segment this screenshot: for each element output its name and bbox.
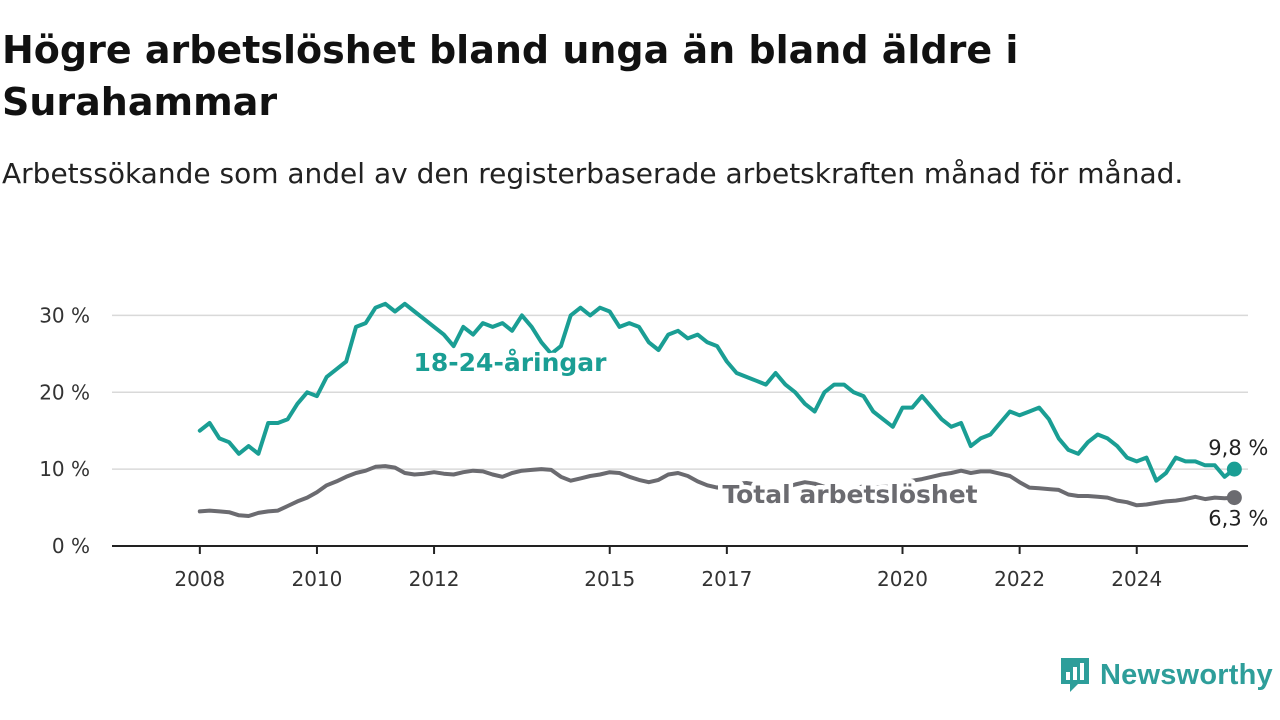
y-tick-label: 30 % — [39, 303, 90, 327]
x-tick-label: 2012 — [409, 567, 460, 591]
end-value-total: 6,3 % — [1208, 507, 1268, 531]
end-marker-total — [1226, 490, 1242, 506]
series-label-total-halo: Total arbetslöshet — [722, 480, 977, 509]
series-label-young-halo: 18-24-åringar — [414, 348, 608, 377]
y-tick-label: 10 % — [39, 457, 90, 481]
chart-subtitle: Arbetssökande som andel av den registerb… — [2, 157, 1184, 190]
brand: Newsworthy — [1058, 654, 1273, 696]
series-label-young: 18-24-åringar — [414, 348, 608, 377]
series-lines — [197, 301, 1242, 518]
brand-name: Newsworthy — [1100, 658, 1273, 691]
x-tick-label: 2015 — [584, 567, 635, 591]
x-tick-label: 2020 — [877, 567, 928, 591]
y-tick-label: 20 % — [39, 380, 90, 404]
series-label-total: Total arbetslöshet — [722, 480, 977, 509]
x-tick-label: 2024 — [1111, 567, 1162, 591]
newsworthy-logo-icon — [1061, 658, 1089, 692]
series-line-total — [197, 464, 1237, 518]
x-tick-label: 2022 — [994, 567, 1045, 591]
y-tick-label: 0 % — [52, 534, 90, 558]
end-value-young: 9,8 % — [1208, 436, 1268, 460]
x-tick-label: 2010 — [291, 567, 342, 591]
x-tick-label: 2017 — [701, 567, 752, 591]
end-marker-young — [1226, 461, 1242, 477]
x-axis: 2008 2010 2012 2015 2017 2020 2022 2024 — [112, 545, 1248, 591]
series-line-young — [197, 301, 1237, 483]
grid-lines — [112, 314, 1248, 470]
y-axis: 0 % 10 % 20 % 30 % — [39, 303, 90, 558]
x-tick-label: 2008 — [174, 567, 225, 591]
series-labels: 9,8 %6,3 %18-24-åringar18-24-åringarTota… — [409, 344, 1268, 531]
chart-title: Högre arbetslöshet bland unga än bland ä… — [2, 28, 1019, 124]
